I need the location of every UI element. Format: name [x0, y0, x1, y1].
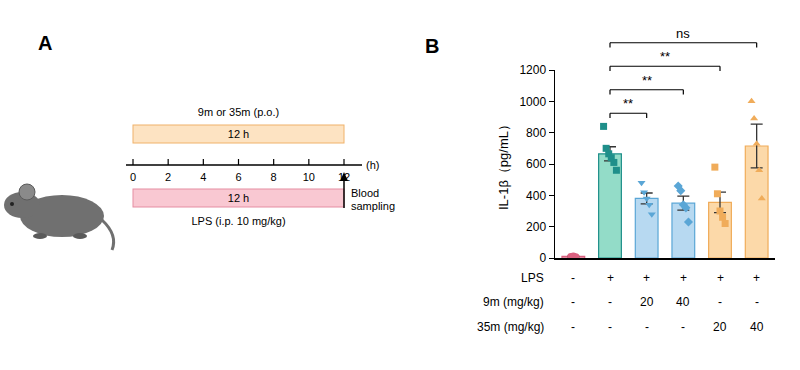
- svg-text:LPS: LPS: [521, 271, 544, 285]
- svg-text:35m (mg/kg): 35m (mg/kg): [477, 320, 544, 334]
- svg-text:2: 2: [165, 171, 171, 183]
- svg-text:20: 20: [640, 295, 654, 309]
- svg-text:12 h: 12 h: [228, 128, 249, 140]
- svg-text:-: -: [645, 320, 649, 334]
- svg-text:9m or 35m (p.o.): 9m or 35m (p.o.): [198, 106, 279, 118]
- svg-text:-: -: [571, 271, 575, 285]
- svg-text:-: -: [681, 320, 685, 334]
- svg-text:40: 40: [676, 295, 690, 309]
- svg-text:+: +: [607, 271, 614, 285]
- svg-text:+: +: [753, 271, 760, 285]
- svg-text:0: 0: [130, 171, 136, 183]
- svg-text:-: -: [608, 320, 612, 334]
- svg-text:**: **: [660, 49, 670, 64]
- svg-text:4: 4: [200, 171, 206, 183]
- svg-text:10: 10: [303, 171, 315, 183]
- svg-text:9m (mg/kg): 9m (mg/kg): [483, 295, 544, 309]
- svg-text:600: 600: [526, 157, 546, 171]
- svg-text:-: -: [608, 295, 612, 309]
- svg-text:6: 6: [235, 171, 241, 183]
- svg-text:LPS (i.p. 10 mg/kg): LPS (i.p. 10 mg/kg): [191, 215, 285, 227]
- svg-text:12 h: 12 h: [228, 192, 249, 204]
- svg-text:-: -: [718, 295, 722, 309]
- svg-text:20: 20: [713, 320, 727, 334]
- svg-text:1000: 1000: [519, 95, 546, 109]
- svg-text:800: 800: [526, 126, 546, 140]
- svg-text:-: -: [571, 320, 575, 334]
- svg-text:(h): (h): [366, 159, 379, 171]
- svg-text:ns: ns: [676, 26, 690, 41]
- svg-text:**: **: [642, 73, 652, 88]
- svg-text:1200: 1200: [519, 63, 546, 77]
- svg-text:12: 12: [337, 171, 351, 183]
- svg-text:400: 400: [526, 189, 546, 203]
- svg-text:200: 200: [526, 220, 546, 234]
- svg-text:A: A: [38, 32, 52, 54]
- svg-text:+: +: [717, 271, 724, 285]
- svg-text:IL-1β（pg/mL）: IL-1β（pg/mL）: [496, 118, 511, 210]
- svg-text:+: +: [680, 271, 687, 285]
- svg-text:0: 0: [539, 251, 546, 265]
- svg-text:Blood: Blood: [351, 187, 379, 199]
- svg-text:sampling: sampling: [351, 200, 395, 212]
- svg-text:-: -: [755, 295, 759, 309]
- svg-text:+: +: [643, 271, 650, 285]
- svg-text:B: B: [425, 35, 439, 57]
- svg-text:8: 8: [271, 171, 277, 183]
- svg-text:**: **: [623, 96, 633, 111]
- svg-text:-: -: [571, 295, 575, 309]
- svg-text:40: 40: [750, 320, 764, 334]
